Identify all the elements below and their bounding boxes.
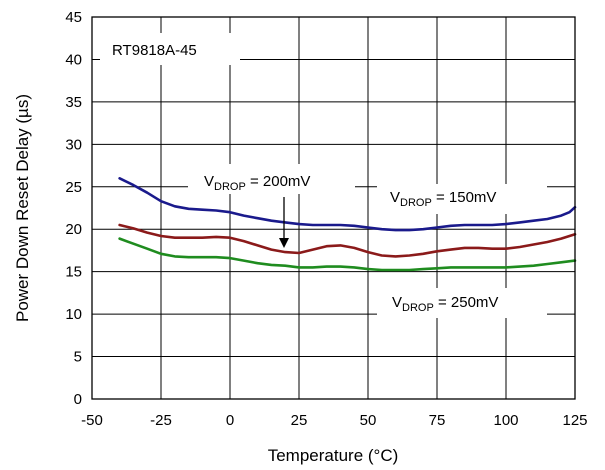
annotation-box-200mv <box>188 164 355 194</box>
x-tick-label: 0 <box>226 412 234 429</box>
series-label-200mv: VDROP = 200mV <box>204 173 310 193</box>
y-tick-label: 30 <box>65 136 82 153</box>
y-axis-title: Power Down Reset Delay (µs) <box>13 94 32 322</box>
series-label-250mv-main: V <box>392 294 402 311</box>
annotation-box-250mv <box>377 288 547 318</box>
y-tick-label: 40 <box>65 51 82 68</box>
series-label-250mv-value: = 250mV <box>434 294 499 311</box>
tick-labels: -50 -25 0 25 50 75 100 125 0 5 10 15 20 25 30 35 40 45 <box>65 9 587 429</box>
x-tick-label: 100 <box>493 412 518 429</box>
series-label-200mv-main: V <box>204 173 214 190</box>
annotation-arrow-head <box>279 238 289 248</box>
series-line-150mv <box>118 177 577 232</box>
x-tick-label: -50 <box>81 412 103 429</box>
x-tick-label: 25 <box>291 412 308 429</box>
x-tick-label: 125 <box>562 412 587 429</box>
y-tick-label: 20 <box>65 221 82 238</box>
x-tick-label: -25 <box>150 412 172 429</box>
series-annotations: VDROP = 200mV VDROP = 150mV VDROP = 250m… <box>188 164 547 318</box>
series-lines <box>118 177 577 272</box>
x-tick-label: 75 <box>429 412 446 429</box>
device-label-box <box>100 33 240 65</box>
series-label-250mv: VDROP = 250mV <box>392 294 498 314</box>
y-tick-label: 45 <box>65 9 82 26</box>
device-label: RT9818A-45 <box>112 42 197 59</box>
y-tick-label: 35 <box>65 94 82 111</box>
annotation-box-150mv <box>377 184 547 214</box>
series-label-150mv: VDROP = 150mV <box>390 189 496 209</box>
x-tick-label: 50 <box>360 412 377 429</box>
plot-frame <box>91 16 576 400</box>
y-tick-label: 15 <box>65 264 82 281</box>
x-axis-title: Temperature (°C) <box>268 446 399 465</box>
series-line-250mv <box>118 237 577 272</box>
y-tick-label: 10 <box>65 306 82 323</box>
y-tick-label: 25 <box>65 179 82 196</box>
series-label-200mv-sub: DROP <box>214 181 246 193</box>
series-label-150mv-sub: DROP <box>400 197 432 209</box>
series-label-200mv-value: = 200mV <box>246 173 311 190</box>
series-label-250mv-sub: DROP <box>402 302 434 314</box>
y-tick-label: 0 <box>74 391 82 408</box>
series-label-150mv-value: = 150mV <box>432 189 497 206</box>
series-line-200mv <box>118 223 577 258</box>
series-label-150mv-main: V <box>390 189 400 206</box>
y-tick-label: 5 <box>74 349 82 366</box>
